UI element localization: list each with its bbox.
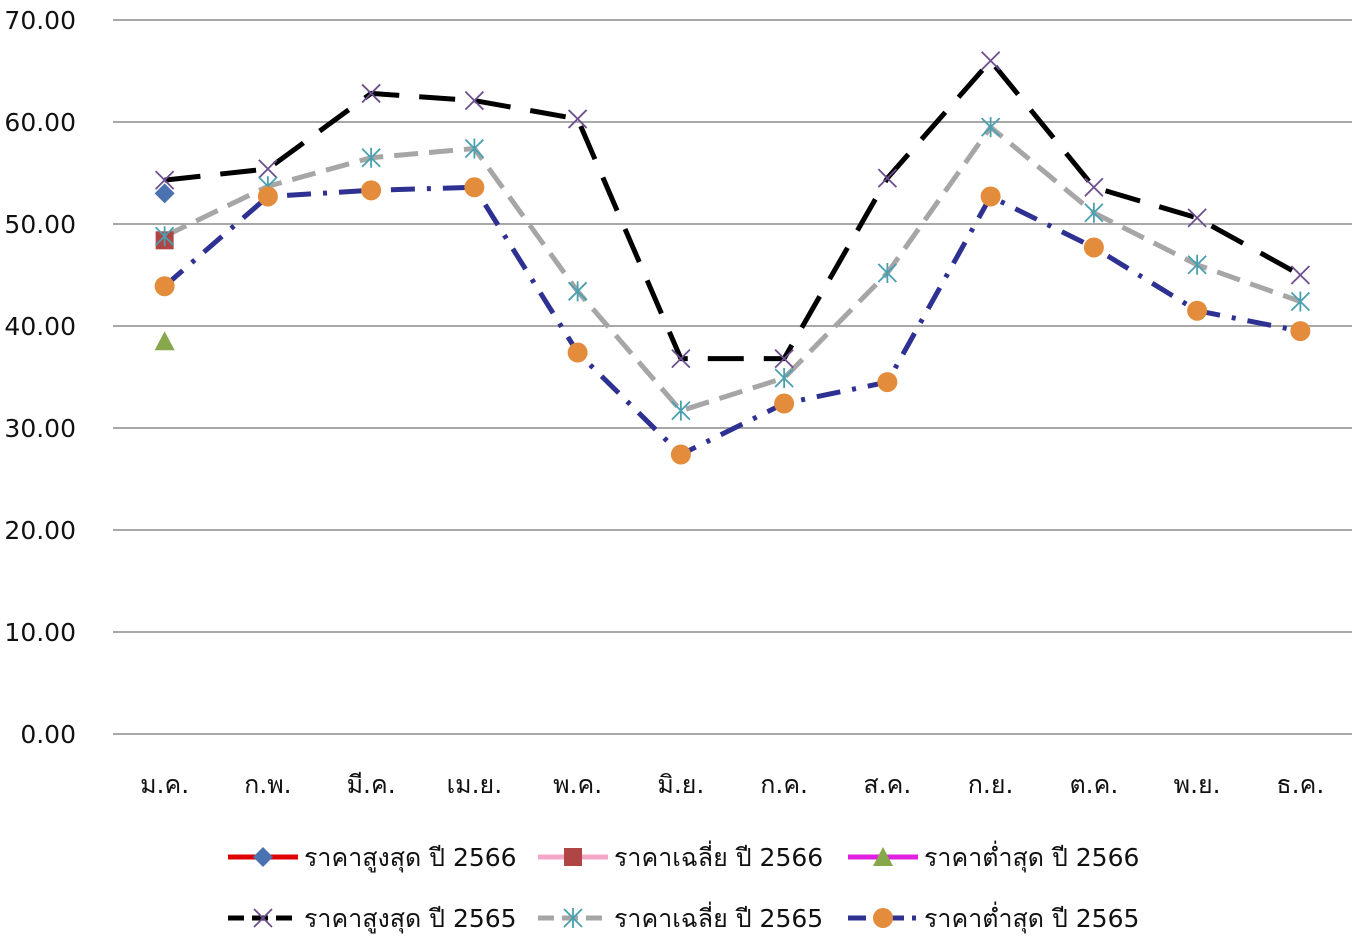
data-point-marker xyxy=(154,226,175,247)
legend-item: ราคาสูงสุด ปี 2566 xyxy=(228,843,517,873)
data-point-marker xyxy=(1290,291,1311,312)
data-point-marker xyxy=(774,349,794,369)
data-point-marker xyxy=(1084,177,1104,197)
legend-marker-swatch xyxy=(563,908,583,928)
y-tick-label: 0.00 xyxy=(20,720,76,749)
legend-label: ราคาสูงสุด ปี 2566 xyxy=(304,843,517,873)
data-point-marker xyxy=(154,183,175,204)
x-tick-label: พ.ย. xyxy=(1174,770,1221,799)
data-point-marker xyxy=(1187,300,1208,321)
data-point-marker xyxy=(1187,208,1207,228)
x-tick-label: ธ.ค. xyxy=(1276,770,1324,799)
series-lines xyxy=(162,58,1302,457)
data-point-marker xyxy=(361,83,381,104)
x-axis-tick-labels: ม.ค. ก.พ. มี.ค. เม.ย. พ.ค. มิ.ย. ก.ค. ส.ค. ก.ย. ต… xyxy=(140,770,1324,799)
x-tick-label: เม.ย. xyxy=(447,770,503,799)
legend-label: ราคาสูงสุด ปี 2565 xyxy=(304,904,517,934)
x-tick-label: มิ.ย. xyxy=(657,770,704,799)
legend-marker-swatch xyxy=(873,908,893,928)
legend-item: ราคาต่ำสุด ปี 2566 xyxy=(848,840,1139,873)
y-tick-label: 30.00 xyxy=(4,414,76,443)
legend-item: ราคาเฉลี่ย ปี 2566 xyxy=(538,840,823,872)
data-point-marker xyxy=(464,138,485,159)
y-tick-label: 70.00 xyxy=(4,6,76,35)
data-point-marker xyxy=(980,51,1001,71)
data-point-marker xyxy=(980,117,1001,138)
legend-item: ราคาต่ำสุด ปี 2565 xyxy=(848,901,1139,934)
data-point-marker xyxy=(671,400,691,421)
data-point-marker xyxy=(980,186,1001,207)
y-tick-label: 20.00 xyxy=(4,516,76,545)
legend-item: ราคาเฉลี่ย ปี 2565 xyxy=(538,901,823,933)
legend-item: ราคาสูงสุด ปี 2565 xyxy=(228,904,517,934)
y-tick-label: 60.00 xyxy=(4,108,76,137)
series-line-4 xyxy=(163,124,1302,414)
data-point-marker xyxy=(361,180,382,201)
x-tick-label: ก.ค. xyxy=(760,770,808,799)
data-point-marker xyxy=(774,393,795,414)
data-point-marker xyxy=(1187,254,1207,275)
legend-marker-swatch xyxy=(873,847,893,866)
data-point-marker xyxy=(877,168,898,188)
legend: ราคาสูงสุด ปี 2566 ราคาเฉลี่ย ปี 2566 ราคา… xyxy=(228,840,1139,934)
data-point-marker xyxy=(1084,202,1104,223)
x-tick-label: ม.ค. xyxy=(140,770,189,799)
legend-label: ราคาเฉลี่ย ปี 2566 xyxy=(614,840,823,872)
data-point-marker xyxy=(567,281,588,302)
legend-label: ราคาเฉลี่ย ปี 2565 xyxy=(614,901,823,933)
x-tick-label: ส.ค. xyxy=(863,770,911,799)
data-point-marker xyxy=(361,147,381,168)
y-tick-label: 10.00 xyxy=(4,618,76,647)
data-point-marker xyxy=(464,177,485,198)
data-point-marker xyxy=(877,372,898,393)
data-point-marker xyxy=(671,349,691,369)
series-markers xyxy=(154,51,1311,465)
legend-marker-swatch xyxy=(253,908,273,928)
data-point-marker xyxy=(154,170,175,190)
data-point-marker xyxy=(154,331,175,351)
series-line-5 xyxy=(162,184,1301,457)
data-point-marker xyxy=(567,109,588,129)
legend-label: ราคาต่ำสุด ปี 2566 xyxy=(924,840,1139,873)
x-tick-label: ต.ค. xyxy=(1069,770,1118,799)
data-point-marker xyxy=(257,186,278,207)
legend-marker-swatch xyxy=(253,847,273,867)
y-tick-label: 40.00 xyxy=(4,312,76,341)
legend-label: ราคาต่ำสุด ปี 2565 xyxy=(924,901,1139,934)
x-tick-label: พ.ค. xyxy=(553,770,602,799)
data-point-marker xyxy=(877,262,898,283)
data-point-marker xyxy=(670,444,691,465)
data-point-marker xyxy=(1083,237,1104,258)
data-point-marker xyxy=(774,368,794,389)
x-tick-label: ก.พ. xyxy=(244,770,292,799)
x-tick-label: ก.ย. xyxy=(968,770,1014,799)
y-tick-label: 50.00 xyxy=(4,210,76,239)
data-point-marker xyxy=(464,90,485,111)
x-tick-label: มี.ค. xyxy=(347,770,396,799)
y-axis-tick-labels: 0.00 10.00 20.00 30.00 40.00 50.00 60.00 70.00 xyxy=(4,6,76,749)
data-point-marker xyxy=(1290,321,1311,342)
legend-marker-swatch xyxy=(564,848,582,866)
data-point-marker xyxy=(567,342,588,363)
data-point-marker xyxy=(154,276,175,297)
series-line-3 xyxy=(164,58,1302,362)
gridlines xyxy=(113,19,1352,735)
data-point-marker xyxy=(258,159,278,179)
data-point-marker xyxy=(1290,265,1311,285)
